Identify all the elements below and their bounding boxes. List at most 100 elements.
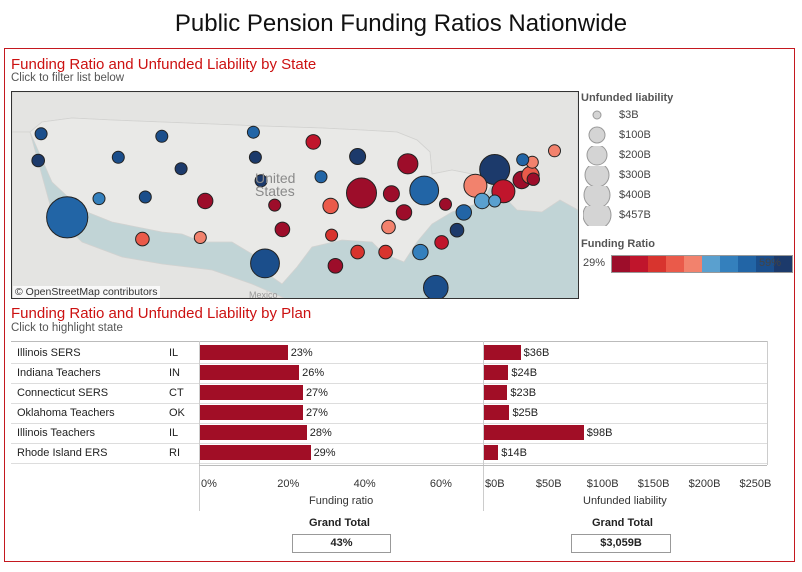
funding-ratio-label: 29%	[313, 447, 336, 459]
size-legend-label: $300B	[619, 169, 651, 181]
state-bubble[interactable]	[395, 204, 413, 221]
plan-name: Illinois SERS	[17, 347, 81, 359]
state-bubble[interactable]	[322, 197, 339, 215]
funding-ratio-bar[interactable]	[200, 365, 300, 380]
unfunded-liability-bar[interactable]	[484, 345, 521, 360]
state-bubble[interactable]	[349, 148, 367, 165]
plan-name: Rhode Island ERS	[17, 447, 108, 459]
size-legend-title: Unfunded liability	[581, 92, 674, 104]
color-legend-step	[756, 256, 774, 272]
liability-axis-tick: $0B	[485, 478, 505, 490]
dashboard-frame	[4, 48, 795, 562]
state-bubble[interactable]	[434, 235, 449, 250]
table-row[interactable]: Rhode Island ERS RI 29% $14B	[11, 443, 768, 464]
plan-state: OK	[169, 407, 185, 419]
table-row[interactable]: Illinois SERS IL 23% $36B	[11, 343, 768, 364]
map-canvas[interactable]	[12, 92, 578, 298]
map-attribution[interactable]: © OpenStreetMap contributors	[13, 286, 160, 298]
state-bubble[interactable]	[397, 153, 419, 175]
funding-ratio-label: 28%	[309, 427, 332, 439]
state-bubble[interactable]	[31, 153, 46, 168]
state-bubble[interactable]	[135, 231, 150, 247]
state-bubble[interactable]	[197, 192, 214, 210]
table-row[interactable]: Illinois Teachers IL 28% $98B	[11, 423, 768, 444]
plan-table[interactable]: Illinois SERS IL 23% $36B Indiana Teachers IN…	[11, 341, 768, 466]
state-bubble[interactable]	[378, 244, 393, 260]
color-legend-step	[684, 256, 702, 272]
plan-name: Connecticut SERS	[17, 387, 109, 399]
state-bubble-map[interactable]: United States Mexico © OpenStreetMap con…	[11, 91, 579, 299]
state-bubble[interactable]	[254, 174, 268, 188]
color-legend-step	[720, 256, 738, 272]
state-bubble[interactable]	[246, 125, 260, 139]
state-bubble[interactable]	[327, 258, 344, 274]
table-row[interactable]: Indiana Teachers IN 26% $24B	[11, 363, 768, 384]
size-legend-circle	[582, 200, 612, 230]
state-bubble[interactable]	[346, 177, 377, 209]
state-bubble[interactable]	[449, 222, 465, 238]
state-bubble[interactable]	[155, 129, 169, 143]
state-bubble[interactable]	[381, 219, 396, 235]
funding-ratio-label: 23%	[290, 347, 313, 359]
state-bubble[interactable]	[138, 190, 152, 204]
table-row[interactable]: Oklahoma Teachers OK 27% $25B	[11, 403, 768, 424]
size-legend-circle	[592, 110, 602, 120]
page-title: Public Pension Funding Ratios Nationwide	[174, 10, 628, 37]
state-bubble[interactable]	[412, 243, 429, 261]
unfunded-liability-bar[interactable]	[484, 385, 508, 400]
ratio-axis-tick: 60%	[429, 478, 452, 490]
plan-state: IN	[169, 367, 180, 379]
size-legend-circle	[586, 144, 608, 166]
state-bubble[interactable]	[46, 196, 89, 239]
state-bubble[interactable]	[455, 204, 472, 221]
state-bubble[interactable]	[92, 192, 106, 206]
unfunded-liability-bar[interactable]	[484, 405, 510, 420]
liability-axis-tick: $150B	[637, 478, 670, 490]
state-bubble[interactable]	[473, 192, 491, 210]
funding-ratio-bar[interactable]	[200, 445, 311, 460]
state-bubble[interactable]	[174, 162, 188, 176]
plan-state: IL	[169, 347, 179, 359]
state-bubble[interactable]	[305, 134, 322, 150]
size-legend-circle	[583, 181, 611, 209]
state-bubble[interactable]	[325, 228, 339, 242]
funding-ratio-bar[interactable]	[200, 345, 288, 360]
state-bubble[interactable]	[548, 144, 561, 158]
state-bubble[interactable]	[439, 197, 452, 211]
funding-ratio-bar[interactable]	[200, 425, 307, 440]
state-bubble[interactable]	[111, 150, 125, 164]
grand-total-ratio-value: 43%	[292, 534, 391, 553]
liability-axis-title: Unfunded liability	[583, 495, 667, 507]
color-legend-max: 59%	[759, 257, 782, 269]
state-bubble[interactable]	[488, 194, 502, 208]
state-bubble[interactable]	[248, 150, 262, 164]
state-bubble[interactable]	[34, 127, 48, 141]
state-bubble[interactable]	[423, 274, 449, 298]
state-bubble[interactable]	[314, 170, 328, 184]
state-bubble[interactable]	[526, 172, 540, 186]
funding-ratio-bar[interactable]	[200, 385, 303, 400]
state-bubble[interactable]	[193, 231, 207, 244]
state-bubble[interactable]	[516, 153, 530, 167]
state-bubble[interactable]	[382, 185, 400, 203]
state-bubble[interactable]	[274, 221, 291, 238]
size-legend-circle	[584, 162, 610, 188]
funding-ratio-label: 27%	[305, 407, 328, 419]
state-bubble[interactable]	[250, 248, 280, 279]
table-row[interactable]: Connecticut SERS CT 27% $23B	[11, 383, 768, 404]
color-legend-step	[666, 256, 684, 272]
unfunded-liability-bar[interactable]	[484, 445, 499, 460]
state-bubble[interactable]	[268, 198, 282, 212]
color-legend-step	[774, 256, 792, 272]
plan-name: Indiana Teachers	[17, 367, 101, 379]
land-shape	[12, 131, 285, 298]
unfunded-liability-bar[interactable]	[484, 425, 584, 440]
state-bubble[interactable]	[409, 175, 440, 206]
ratio-axis-tick: 0%	[201, 478, 217, 490]
unfunded-liability-label: $25B	[512, 407, 539, 419]
unfunded-liability-bar[interactable]	[484, 365, 509, 380]
funding-ratio-bar[interactable]	[200, 405, 303, 420]
size-legend-item: $100B	[583, 126, 651, 151]
color-legend-step	[648, 256, 666, 272]
state-bubble[interactable]	[350, 244, 365, 260]
